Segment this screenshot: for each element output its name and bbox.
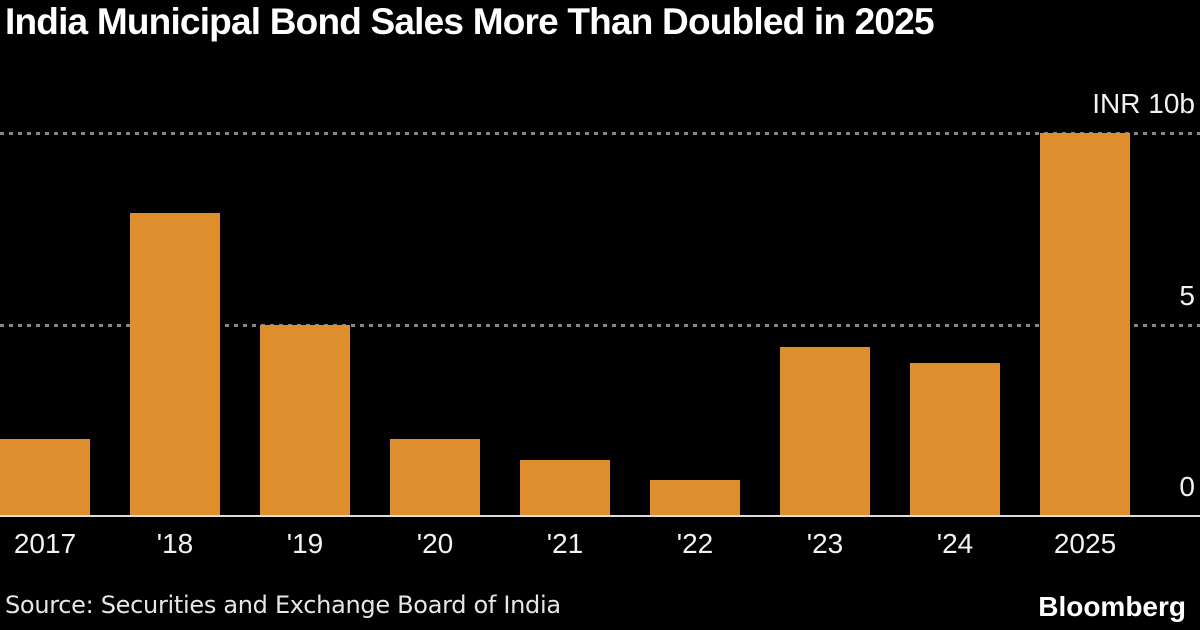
bar-22 <box>650 479 740 516</box>
bar-24 <box>910 362 1000 516</box>
y-tick-label-0: 0 <box>1179 471 1195 502</box>
bar-23 <box>780 347 870 516</box>
x-axis-line <box>0 515 1200 517</box>
bar-18 <box>130 213 220 516</box>
x-tick-label-20: '20 <box>416 528 454 559</box>
bar-2017 <box>0 439 90 516</box>
x-tick-label-22: '22 <box>676 528 714 559</box>
chart-title: India Municipal Bond Sales More Than Dou… <box>5 1 935 42</box>
x-tick-label-21: '21 <box>546 528 584 559</box>
bar-19 <box>260 324 350 516</box>
x-tick-label-18: '18 <box>156 528 194 559</box>
gridline-10 <box>0 132 1200 135</box>
bar-20 <box>390 439 480 516</box>
bar-2025 <box>1040 133 1130 516</box>
x-tick-label-23: '23 <box>806 528 844 559</box>
gridline-5 <box>0 323 1200 327</box>
y-tick-label-10: INR 10b <box>1092 88 1195 119</box>
x-tick-label-2017: 2017 <box>13 528 77 559</box>
x-tick-label-19: '19 <box>286 528 324 559</box>
y-tick-label-5: 5 <box>1179 279 1195 311</box>
bloomberg-logo: Bloomberg <box>1038 591 1186 622</box>
x-tick-label-24: '24 <box>936 528 974 559</box>
bar-21 <box>520 460 610 516</box>
source-note: Source: Securities and Exchange Board of… <box>5 591 561 619</box>
x-tick-label-2025: 2025 <box>1053 528 1117 559</box>
